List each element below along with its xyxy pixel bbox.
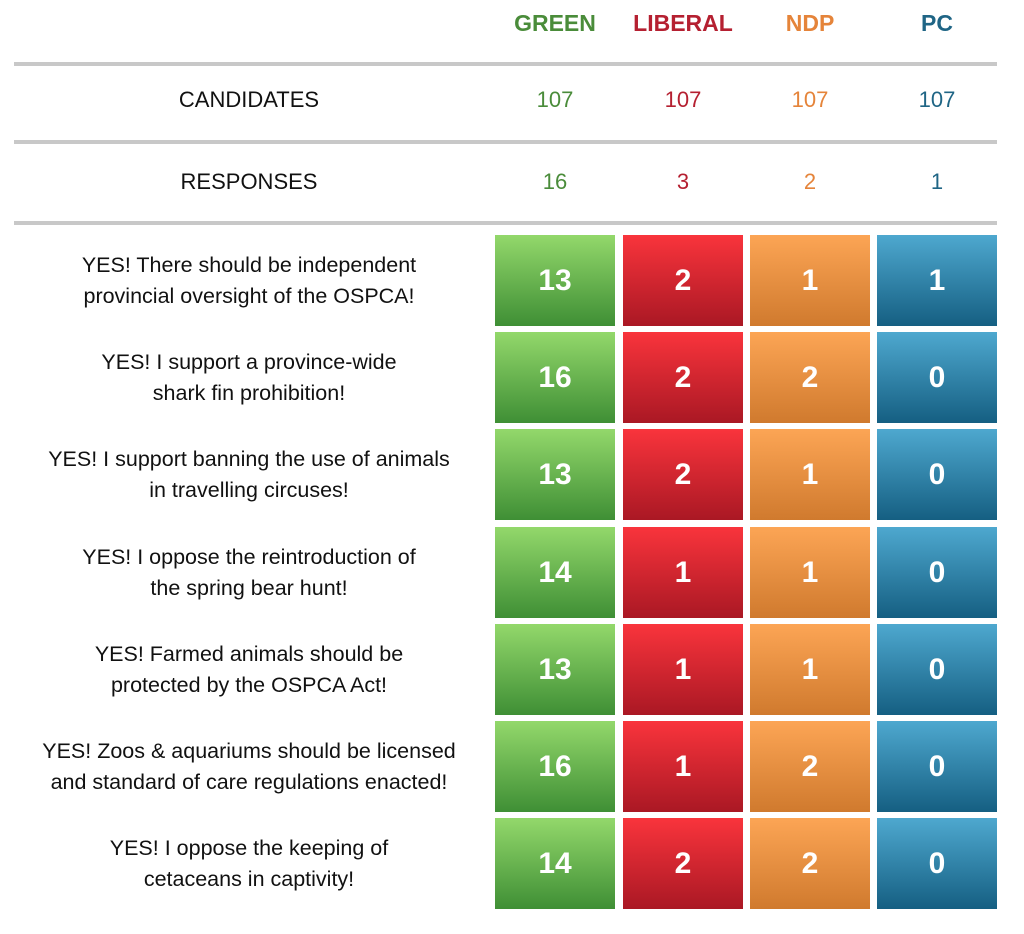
question-text: YES! I oppose the reintroduction of the s… [82, 542, 415, 604]
question-label: YES! Zoos & aquariums should be licensed… [14, 721, 484, 812]
result-cell-pc: 0 [877, 624, 997, 715]
result-cell-green: 16 [495, 721, 615, 812]
question-text-line: YES! Farmed animals should be [94, 641, 404, 666]
question-text-line: YES! I oppose the reintroduction of [82, 544, 416, 569]
summary-value: 107 [918, 87, 956, 112]
result-cell-ndp: 2 [750, 332, 870, 423]
result-cell-green: 16 [495, 332, 615, 423]
question-label: YES! I oppose the reintroduction of the s… [14, 527, 484, 618]
question-label: YES! There should be independent provinci… [14, 235, 484, 326]
result-cell-liberal: 1 [623, 624, 743, 715]
question-text-line: cetaceans in captivity! [143, 866, 355, 891]
result-cell-liberal: 2 [623, 332, 743, 423]
summary-label-responses: RESPONSES [180, 169, 318, 194]
question-text-line: and standard of care regulations enacted… [50, 769, 448, 794]
question-label: YES! Farmed animals should be protected b… [14, 624, 484, 715]
result-cell-pc: 0 [877, 721, 997, 812]
result-cell-ndp: 1 [750, 429, 870, 520]
result-cell-green: 13 [495, 235, 615, 326]
question-text: YES! I support a province-wide shark fin … [101, 347, 396, 409]
result-cell-liberal: 2 [623, 429, 743, 520]
question-label: YES! I support banning the use of animal… [14, 429, 484, 520]
question-text-line: in travelling circuses! [149, 477, 349, 502]
question-text: YES! There should be independent provinci… [82, 250, 416, 312]
result-cell-green: 14 [495, 527, 615, 618]
summary-label-candidates: CANDIDATES [178, 87, 320, 112]
result-cell-green: 13 [495, 624, 615, 715]
question-text-line: protected by the OSPCA Act! [110, 672, 388, 697]
result-cell-pc: 0 [877, 818, 997, 909]
result-cell-ndp: 1 [750, 235, 870, 326]
question-text-line: YES! I support banning the use of animal… [48, 446, 450, 471]
question-text-line: YES! I oppose the keeping of [109, 835, 389, 860]
question-text-line: the spring bear hunt! [150, 575, 348, 600]
question-text: YES! Zoos & aquariums should be licensed… [42, 736, 456, 798]
summary-value: 1 [930, 169, 944, 194]
result-cell-green: 14 [495, 818, 615, 909]
result-cell-pc: 0 [877, 429, 997, 520]
result-cell-liberal: 1 [623, 721, 743, 812]
divider-line [14, 62, 997, 66]
question-text-line: YES! There should be independent [81, 252, 417, 277]
question-text: YES! I oppose the keeping of cetaceans in… [110, 833, 389, 895]
result-cell-pc: 0 [877, 332, 997, 423]
summary-value: 107 [791, 87, 829, 112]
summary-value: 107 [664, 87, 702, 112]
result-cell-liberal: 1 [623, 527, 743, 618]
summary-value: 16 [542, 169, 568, 194]
party-header-green: GREEN [514, 10, 596, 36]
summary-value: 107 [536, 87, 574, 112]
result-cell-ndp: 1 [750, 624, 870, 715]
question-text-line: YES! I support a province-wide [101, 349, 397, 374]
question-text: YES! I support banning the use of animal… [48, 444, 450, 506]
summary-value: 2 [803, 169, 817, 194]
party-header-pc: PC [921, 10, 953, 36]
question-text: YES! Farmed animals should be protected b… [95, 639, 403, 701]
result-cell-liberal: 2 [623, 235, 743, 326]
divider-line [14, 221, 997, 225]
question-label: YES! I support a province-wide shark fin … [14, 332, 484, 423]
result-cell-pc: 0 [877, 527, 997, 618]
question-text-line: shark fin prohibition! [152, 380, 346, 405]
divider-line [14, 140, 997, 144]
result-cell-ndp: 2 [750, 818, 870, 909]
party-header-ndp: NDP [785, 10, 835, 36]
question-label: YES! I oppose the keeping of cetaceans in… [14, 818, 484, 909]
question-text-line: provincial oversight of the OSPCA! [83, 283, 415, 308]
result-cell-pc: 1 [877, 235, 997, 326]
question-text-line: YES! Zoos & aquariums should be licensed [42, 738, 456, 763]
summary-value: 3 [676, 169, 690, 194]
party-header-liberal: LIBERAL [633, 10, 733, 36]
result-cell-green: 13 [495, 429, 615, 520]
result-cell-ndp: 2 [750, 721, 870, 812]
result-cell-ndp: 1 [750, 527, 870, 618]
result-cell-liberal: 2 [623, 818, 743, 909]
